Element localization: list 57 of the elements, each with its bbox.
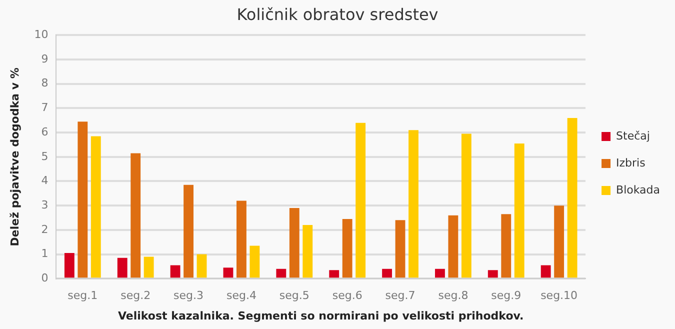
x-tick-label: seg.7 bbox=[385, 289, 416, 302]
chart-title: Količnik obratov sredstev bbox=[236, 4, 438, 24]
bar bbox=[130, 153, 141, 278]
bar bbox=[540, 265, 551, 278]
bar bbox=[170, 265, 180, 278]
bar bbox=[64, 253, 74, 278]
bar bbox=[448, 215, 458, 278]
bar bbox=[408, 130, 418, 278]
bar bbox=[117, 258, 128, 278]
y-tick-label: 1 bbox=[41, 247, 48, 260]
bar bbox=[461, 134, 472, 278]
x-tick-label: seg.4 bbox=[226, 289, 256, 302]
bar bbox=[90, 136, 101, 278]
x-tick-label: seg.10 bbox=[540, 289, 578, 302]
bar bbox=[514, 144, 524, 278]
y-tick-label: 2 bbox=[41, 222, 48, 236]
y-tick-label: 9 bbox=[41, 52, 48, 66]
bar bbox=[356, 122, 366, 278]
bar bbox=[329, 270, 340, 278]
y-tick-label: 6 bbox=[41, 125, 48, 138]
bar bbox=[395, 220, 406, 278]
y-tick-label: 3 bbox=[41, 198, 48, 212]
y-axis-title: Delež pojavitve dogodka v % bbox=[8, 68, 22, 246]
legend-label: Izbris bbox=[616, 156, 646, 170]
x-tick-label: seg.5 bbox=[279, 289, 310, 302]
bar bbox=[223, 268, 234, 278]
bar bbox=[236, 200, 246, 278]
bar bbox=[435, 268, 445, 278]
x-tick-label: seg.3 bbox=[174, 289, 204, 302]
bar bbox=[289, 208, 300, 278]
bar bbox=[342, 218, 352, 278]
bar bbox=[554, 206, 564, 278]
bar bbox=[144, 256, 154, 278]
bar bbox=[196, 254, 207, 278]
x-tick-label: seg.9 bbox=[491, 289, 522, 302]
bar bbox=[250, 246, 260, 278]
y-tick-label: 8 bbox=[41, 76, 48, 90]
bar bbox=[78, 122, 88, 278]
bar bbox=[567, 118, 578, 278]
x-tick-label: seg.8 bbox=[438, 289, 468, 302]
y-tick-label: 0 bbox=[41, 271, 48, 284]
x-tick-label: seg.1 bbox=[68, 289, 98, 302]
y-tick-label: 7 bbox=[41, 101, 48, 114]
y-tick-label: 4 bbox=[41, 174, 48, 188]
bar bbox=[501, 214, 512, 278]
bar bbox=[276, 268, 286, 278]
bar bbox=[382, 268, 392, 278]
bar bbox=[302, 225, 313, 278]
x-axis-title: Velikost kazalnika. Segmenti so normirani po velikosti prihodkov. bbox=[118, 309, 524, 322]
bar bbox=[184, 184, 194, 278]
y-tick-label: 10 bbox=[34, 28, 48, 42]
bar bbox=[488, 270, 498, 278]
y-tick-label: 5 bbox=[41, 150, 48, 163]
legend-label: Blokada bbox=[616, 183, 660, 196]
x-tick-label: seg.2 bbox=[120, 289, 151, 302]
legend-label: Stečaj bbox=[616, 129, 650, 142]
x-tick-label: seg.6 bbox=[332, 289, 362, 302]
